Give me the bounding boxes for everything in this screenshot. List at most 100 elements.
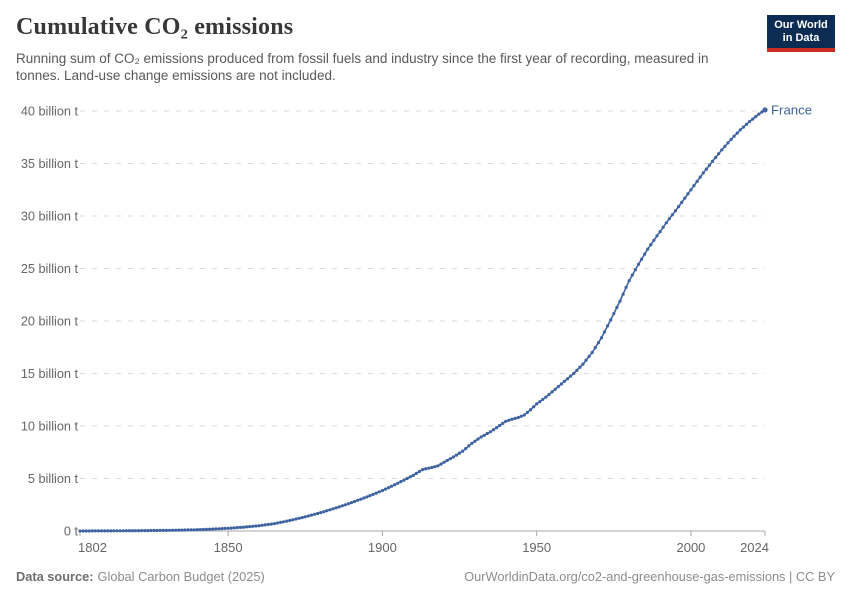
data-point-marker — [204, 527, 209, 532]
data-point-marker — [319, 510, 323, 515]
data-point-marker — [288, 518, 292, 523]
data-point-marker — [522, 413, 526, 417]
data-point-marker — [362, 496, 366, 500]
x-axis-tick-label: 1850 — [214, 540, 243, 555]
data-point-marker — [510, 417, 514, 421]
data-point-marker — [547, 392, 551, 397]
data-point-marker — [201, 527, 205, 532]
data-point-marker — [183, 528, 187, 532]
data-point-marker — [374, 491, 378, 495]
y-axis-tick-label: 10 billion t — [21, 419, 79, 433]
owid-logo-line1: Our World — [774, 18, 828, 31]
data-point-marker — [572, 371, 576, 376]
data-point-marker — [581, 362, 585, 366]
data-point-marker — [488, 430, 492, 434]
data-point-marker — [692, 184, 696, 188]
data-point-marker — [565, 377, 570, 381]
x-axis-tick-label: 1802 — [78, 540, 107, 555]
france-line[interactable] — [79, 109, 766, 532]
y-axis-tick-label: 40 billion t — [21, 104, 79, 118]
data-point-marker — [516, 416, 520, 420]
data-point-marker — [584, 358, 588, 362]
data-point-marker — [340, 504, 344, 508]
data-point-marker — [275, 521, 280, 525]
x-axis-tick-label: 1900 — [368, 540, 397, 555]
data-point-marker — [504, 419, 508, 423]
data-point-marker — [590, 350, 594, 355]
citation-link[interactable]: OurWorldinData.org/co2-and-greenhouse-ga… — [464, 569, 835, 584]
data-point-marker — [442, 460, 446, 464]
data-point-marker — [655, 234, 659, 238]
data-point-marker — [124, 529, 128, 533]
data-point-marker — [417, 469, 421, 474]
data-point-marker — [365, 495, 369, 499]
data-point-marker — [309, 513, 313, 517]
data-point-marker — [726, 141, 730, 145]
data-point-marker — [371, 492, 375, 496]
data-point-marker — [710, 159, 715, 163]
data-point-marker — [751, 117, 755, 121]
owid-logo[interactable]: Our World in Data — [767, 15, 835, 52]
data-point-marker — [251, 524, 255, 528]
data-point-marker — [535, 402, 539, 406]
data-point-marker — [707, 163, 712, 167]
data-point-marker — [562, 379, 567, 383]
chart-footer: Data source: Global Carbon Budget (2025) … — [16, 569, 835, 584]
data-point-marker — [343, 503, 347, 507]
data-point-marker — [513, 416, 517, 420]
data-point-marker — [312, 512, 317, 516]
data-point-marker — [146, 529, 150, 533]
data-point-marker — [211, 527, 215, 531]
data-point-marker — [121, 529, 125, 533]
data-point-marker — [427, 466, 431, 470]
data-point-marker — [300, 516, 304, 520]
y-axis-tick-label: 30 billion t — [21, 209, 79, 223]
data-point-marker — [448, 457, 452, 461]
data-point-marker — [331, 507, 335, 511]
chart-header: Cumulative CO₂ emissions Running sum of … — [16, 14, 835, 84]
data-point-marker — [390, 484, 394, 488]
data-point-marker — [238, 525, 243, 530]
data-point-marker — [337, 505, 341, 509]
data-point-marker — [507, 418, 511, 422]
data-point-marker — [303, 515, 307, 519]
data-point-marker — [349, 501, 354, 505]
data-point-marker — [457, 451, 462, 455]
data-point-marker — [578, 365, 582, 369]
data-point-marker — [325, 509, 329, 513]
data-point-marker — [553, 387, 557, 391]
data-point-marker — [189, 528, 193, 532]
y-axis-tick-label: 0 t — [64, 524, 79, 538]
series-label-france[interactable]: France — [771, 102, 812, 117]
data-point-marker — [353, 499, 357, 504]
chart-subtitle: Running sum of CO₂ emissions produced fr… — [16, 51, 709, 83]
data-point-marker — [618, 299, 622, 303]
data-point-marker — [93, 529, 97, 533]
data-point-marker — [630, 273, 634, 277]
data-point-marker — [430, 465, 434, 470]
data-point-marker — [359, 497, 363, 501]
data-point-marker — [294, 517, 298, 521]
data-point-marker — [328, 508, 332, 512]
data-point-marker — [127, 529, 131, 533]
data-point-marker — [368, 494, 372, 498]
y-axis-tick-label: 20 billion t — [21, 314, 79, 328]
data-point-marker — [346, 502, 350, 506]
data-point-marker — [322, 510, 326, 514]
data-point-marker — [754, 115, 758, 119]
data-point-marker — [729, 137, 733, 141]
data-point-marker — [380, 489, 384, 493]
data-point-marker — [161, 528, 165, 533]
data-point-marker — [118, 529, 122, 533]
line-end-marker — [762, 107, 768, 113]
data-point-marker — [649, 243, 653, 247]
data-point-marker — [525, 410, 530, 414]
y-axis-tick-label: 15 billion t — [21, 367, 79, 381]
data-point-marker — [541, 397, 545, 401]
data-point-marker — [96, 529, 101, 533]
data-point-marker — [461, 449, 465, 453]
data-point-marker — [149, 528, 153, 533]
data-source-value: Global Carbon Budget (2025) — [97, 569, 265, 584]
data-point-marker — [615, 305, 619, 309]
data-point-marker — [279, 520, 283, 525]
